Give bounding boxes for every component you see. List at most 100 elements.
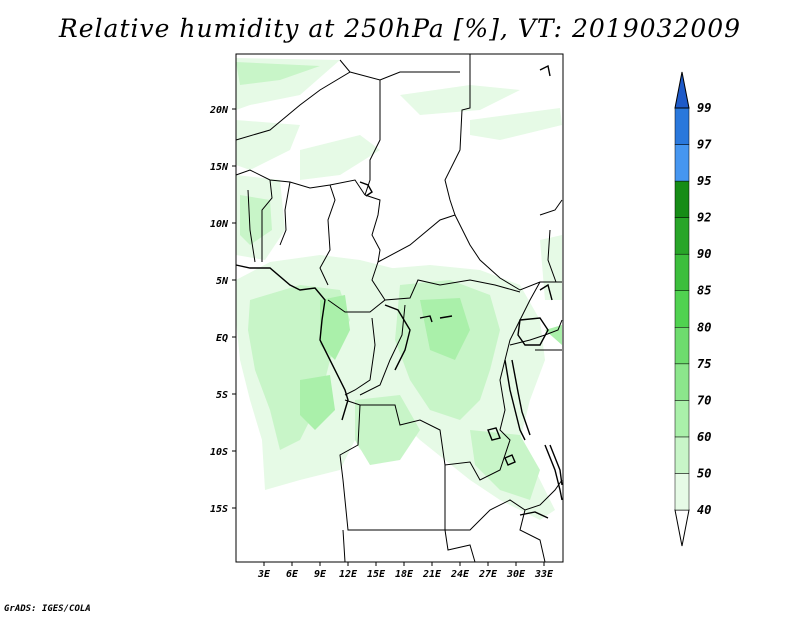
colorbar-segment (674, 180, 690, 218)
border-line (261, 179, 273, 262)
lake-bangweulu (504, 454, 516, 466)
lake-kariba (519, 511, 549, 519)
colorbar-label: 99 (697, 101, 711, 115)
border-line (539, 199, 563, 216)
colorbar-label: 60 (697, 430, 711, 444)
humidity-area (320, 295, 350, 360)
border-line (349, 71, 460, 81)
lon-label: 15E (367, 569, 386, 580)
colorbar-label: 90 (697, 247, 711, 261)
lake-malawi (544, 444, 563, 501)
colorbar-label: 85 (697, 284, 711, 298)
lon-label: 33E (534, 569, 554, 580)
colorbar-label: 95 (697, 174, 711, 188)
lat-label: 10S (210, 447, 228, 458)
humidity-shading (236, 58, 562, 520)
colorbar-label: 80 (697, 320, 711, 334)
colorbar-segment (674, 436, 690, 474)
lat-label: 20N (209, 105, 229, 116)
credit-text: GrADS: IGES/COLA (4, 604, 91, 614)
colorbar-segment (674, 290, 690, 328)
colorbar-segment (674, 400, 690, 438)
lon-label: 12E (339, 569, 358, 580)
lon-label: 6E (286, 569, 299, 580)
lon-label: 30E (506, 569, 526, 580)
colorbar-segment (674, 144, 690, 182)
colorbar-segment (674, 363, 690, 401)
humidity-area (420, 298, 470, 360)
lat-label: 10N (210, 219, 229, 230)
border-line (342, 529, 346, 563)
humidity-area (400, 85, 520, 115)
lake-tiny (439, 315, 453, 319)
longitude-axis: 3E 6E 9E 12E 15E 18E 21E 24E 27E 30E 33E (257, 562, 554, 580)
lake-victoria (517, 317, 549, 346)
coastline (235, 264, 349, 421)
humidity-area (470, 430, 540, 500)
border-line (327, 261, 386, 313)
colorbar-label: 70 (697, 393, 711, 407)
border-line (235, 169, 366, 196)
border-line (344, 317, 376, 396)
colorbar-over-triangle (674, 71, 690, 109)
humidity-area (545, 325, 562, 345)
humidity-area (236, 120, 300, 170)
colorbar-label: 97 (697, 138, 712, 152)
map-frame (235, 53, 564, 563)
latitude-axis: 20N 15N 10N 5N EQ 5S 10S 15S (209, 105, 236, 515)
humidity-area (355, 395, 420, 465)
colorbar-segment (674, 217, 690, 255)
border-line (247, 189, 256, 263)
colorbar-segment (674, 253, 690, 291)
border-line (444, 529, 476, 563)
colorbar: 40 50 60 70 75 80 85 90 92 95 97 99 (674, 71, 712, 547)
lat-label: 5N (216, 276, 229, 287)
border-line (235, 59, 351, 141)
colorbar-label: 92 (697, 211, 711, 225)
lon-label: 3E (257, 569, 271, 580)
lat-label: 15N (210, 162, 229, 173)
lake-albert (539, 283, 553, 301)
lon-label: 18E (395, 569, 414, 580)
border-line (519, 509, 546, 563)
border-line (359, 304, 406, 396)
lon-label: 21E (422, 569, 442, 580)
border-line (445, 479, 563, 531)
border-line (377, 214, 562, 291)
border-line (384, 279, 521, 301)
humidity-area (300, 375, 335, 430)
colorbar-segment (674, 327, 690, 365)
colorbar-segment (674, 473, 690, 511)
border-line (547, 229, 557, 283)
colorbar-label: 40 (697, 503, 711, 517)
lat-label: EQ (216, 333, 228, 344)
border-line (319, 184, 336, 286)
colorbar-segment (674, 107, 690, 145)
coastlines (235, 64, 563, 519)
lake-malawi (549, 444, 563, 486)
lake-tanganyika (504, 359, 526, 441)
humidity-area (300, 135, 380, 180)
lon-label: 24E (450, 569, 470, 580)
humidity-area (470, 108, 562, 140)
lon-label: 9E (314, 569, 327, 580)
river (384, 304, 411, 371)
humidity-area (236, 62, 320, 85)
lat-label: 5S (216, 390, 228, 401)
lake-turkana (539, 64, 551, 77)
border-line (444, 54, 471, 216)
colorbar-label: 50 (697, 466, 711, 480)
border-line (364, 80, 381, 196)
lake-tanganyika (511, 359, 531, 436)
colorbar-label: 75 (697, 357, 711, 371)
border-line (364, 194, 381, 263)
lat-label: 15S (210, 504, 228, 515)
map-title: Relative humidity at 250hPa [%], VT: 201… (58, 14, 742, 43)
lon-label: 27E (478, 569, 498, 580)
lake-chad (359, 181, 373, 197)
lake-mweru (487, 427, 501, 441)
colorbar-under-triangle (674, 509, 690, 547)
border-line (279, 181, 291, 246)
lake-tiny (419, 315, 433, 323)
